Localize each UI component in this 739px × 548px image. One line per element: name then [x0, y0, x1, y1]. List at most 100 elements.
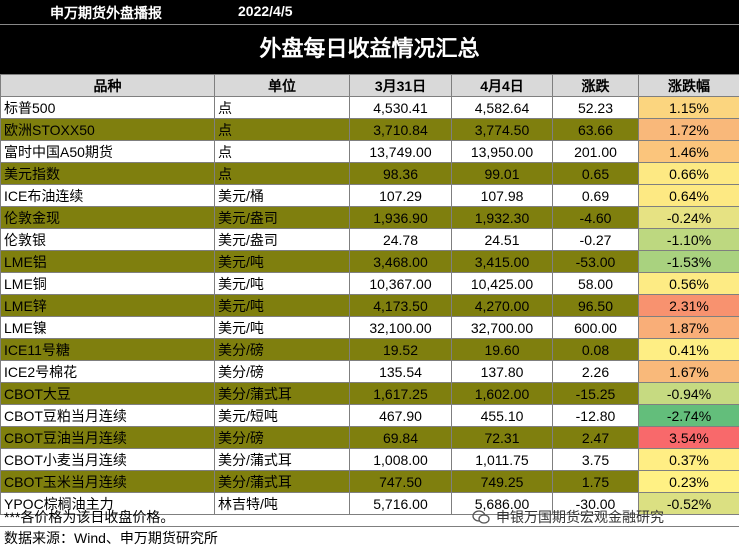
change-pct-cell: -2.74%	[639, 405, 739, 427]
unit-cell: 美元/短吨	[215, 405, 350, 427]
change-cell: 0.69	[553, 185, 639, 207]
change-pct-cell: 1.87%	[639, 317, 739, 339]
product-name: ICE布油连续	[1, 185, 215, 207]
source-row: 数据来源：Wind、申万期货研究所	[0, 526, 739, 547]
change-cell: 58.00	[553, 273, 639, 295]
report-date: 2022/4/5	[238, 3, 293, 19]
price-apr4: 13,950.00	[452, 141, 553, 163]
change-cell: 2.47	[553, 427, 639, 449]
price-mar31: 3,468.00	[350, 251, 452, 273]
product-name: ICE11号糖	[1, 339, 215, 361]
change-pct-cell: -1.10%	[639, 229, 739, 251]
change-pct-cell: 1.72%	[639, 119, 739, 141]
price-apr4: 4,270.00	[452, 295, 553, 317]
price-mar31: 1,008.00	[350, 449, 452, 471]
change-cell: 0.65	[553, 163, 639, 185]
change-cell: 2.26	[553, 361, 639, 383]
unit-cell: 美分/磅	[215, 361, 350, 383]
price-mar31: 1,936.90	[350, 207, 452, 229]
table-header-row: 品种 单位 3月31日 4月4日 涨跌 涨跌幅	[1, 75, 739, 97]
change-pct-cell: -0.94%	[639, 383, 739, 405]
price-apr4: 10,425.00	[452, 273, 553, 295]
change-cell: 1.75	[553, 471, 639, 493]
col-header-apr4: 4月4日	[452, 75, 553, 97]
wechat-icon	[472, 510, 490, 524]
top-banner: 申万期货外盘播报 2022/4/5	[0, 0, 739, 24]
price-apr4: 1,602.00	[452, 383, 553, 405]
price-apr4: 107.98	[452, 185, 553, 207]
price-apr4: 137.80	[452, 361, 553, 383]
price-mar31: 4,530.41	[350, 97, 452, 119]
unit-cell: 美分/磅	[215, 427, 350, 449]
price-apr4: 32,700.00	[452, 317, 553, 339]
price-apr4: 1,011.75	[452, 449, 553, 471]
data-source: 数据来源：Wind、申万期货研究所	[4, 528, 218, 548]
price-apr4: 455.10	[452, 405, 553, 427]
price-mar31: 24.78	[350, 229, 452, 251]
product-name: 富时中国A50期货	[1, 141, 215, 163]
unit-cell: 美元/吨	[215, 251, 350, 273]
change-cell: 52.23	[553, 97, 639, 119]
col-header-change-pct: 涨跌幅	[639, 75, 739, 97]
unit-cell: 美元/桶	[215, 185, 350, 207]
change-cell: 600.00	[553, 317, 639, 339]
price-mar31: 69.84	[350, 427, 452, 449]
price-mar31: 32,100.00	[350, 317, 452, 339]
brand-label: 申万期货外盘播报	[50, 3, 162, 23]
change-pct-cell: 0.37%	[639, 449, 739, 471]
product-name: 标普500	[1, 97, 215, 119]
change-pct-cell: 3.54%	[639, 427, 739, 449]
unit-cell: 美分/蒲式耳	[215, 383, 350, 405]
watermark-text: 申银万国期货宏观金融研究	[496, 507, 664, 527]
change-cell: 96.50	[553, 295, 639, 317]
unit-cell: 美元/吨	[215, 295, 350, 317]
product-name: CBOT小麦当月连续	[1, 449, 215, 471]
product-name: LME镍	[1, 317, 215, 339]
change-pct-cell: 1.46%	[639, 141, 739, 163]
price-mar31: 467.90	[350, 405, 452, 427]
price-apr4: 4,582.64	[452, 97, 553, 119]
price-apr4: 749.25	[452, 471, 553, 493]
product-name: 伦敦金现	[1, 207, 215, 229]
change-pct-cell: 1.15%	[639, 97, 739, 119]
change-pct-cell: 1.67%	[639, 361, 739, 383]
price-mar31: 3,710.84	[350, 119, 452, 141]
price-apr4: 24.51	[452, 229, 553, 251]
change-pct-cell: 0.64%	[639, 185, 739, 207]
col-header-change: 涨跌	[553, 75, 639, 97]
change-pct-cell: 0.56%	[639, 273, 739, 295]
price-mar31: 1,617.25	[350, 383, 452, 405]
unit-cell: 美元/盎司	[215, 207, 350, 229]
unit-cell: 点	[215, 119, 350, 141]
change-cell: -12.80	[553, 405, 639, 427]
product-name: CBOT豆油当月连续	[1, 427, 215, 449]
change-pct-cell: 0.41%	[639, 339, 739, 361]
price-mar31: 747.50	[350, 471, 452, 493]
change-pct-cell: 0.66%	[639, 163, 739, 185]
price-mar31: 135.54	[350, 361, 452, 383]
unit-cell: 美元/吨	[215, 273, 350, 295]
price-apr4: 99.01	[452, 163, 553, 185]
price-apr4: 1,932.30	[452, 207, 553, 229]
footnote: ***各价格为该日收盘价格。	[4, 507, 174, 527]
change-cell: -15.25	[553, 383, 639, 405]
report-title: 外盘每日收益情况汇总	[0, 24, 739, 74]
change-cell: -0.27	[553, 229, 639, 251]
col-header-product: 品种	[1, 75, 215, 97]
price-mar31: 19.52	[350, 339, 452, 361]
product-name: LME铜	[1, 273, 215, 295]
price-mar31: 98.36	[350, 163, 452, 185]
change-cell: 0.08	[553, 339, 639, 361]
price-apr4: 72.31	[452, 427, 553, 449]
product-name: CBOT玉米当月连续	[1, 471, 215, 493]
